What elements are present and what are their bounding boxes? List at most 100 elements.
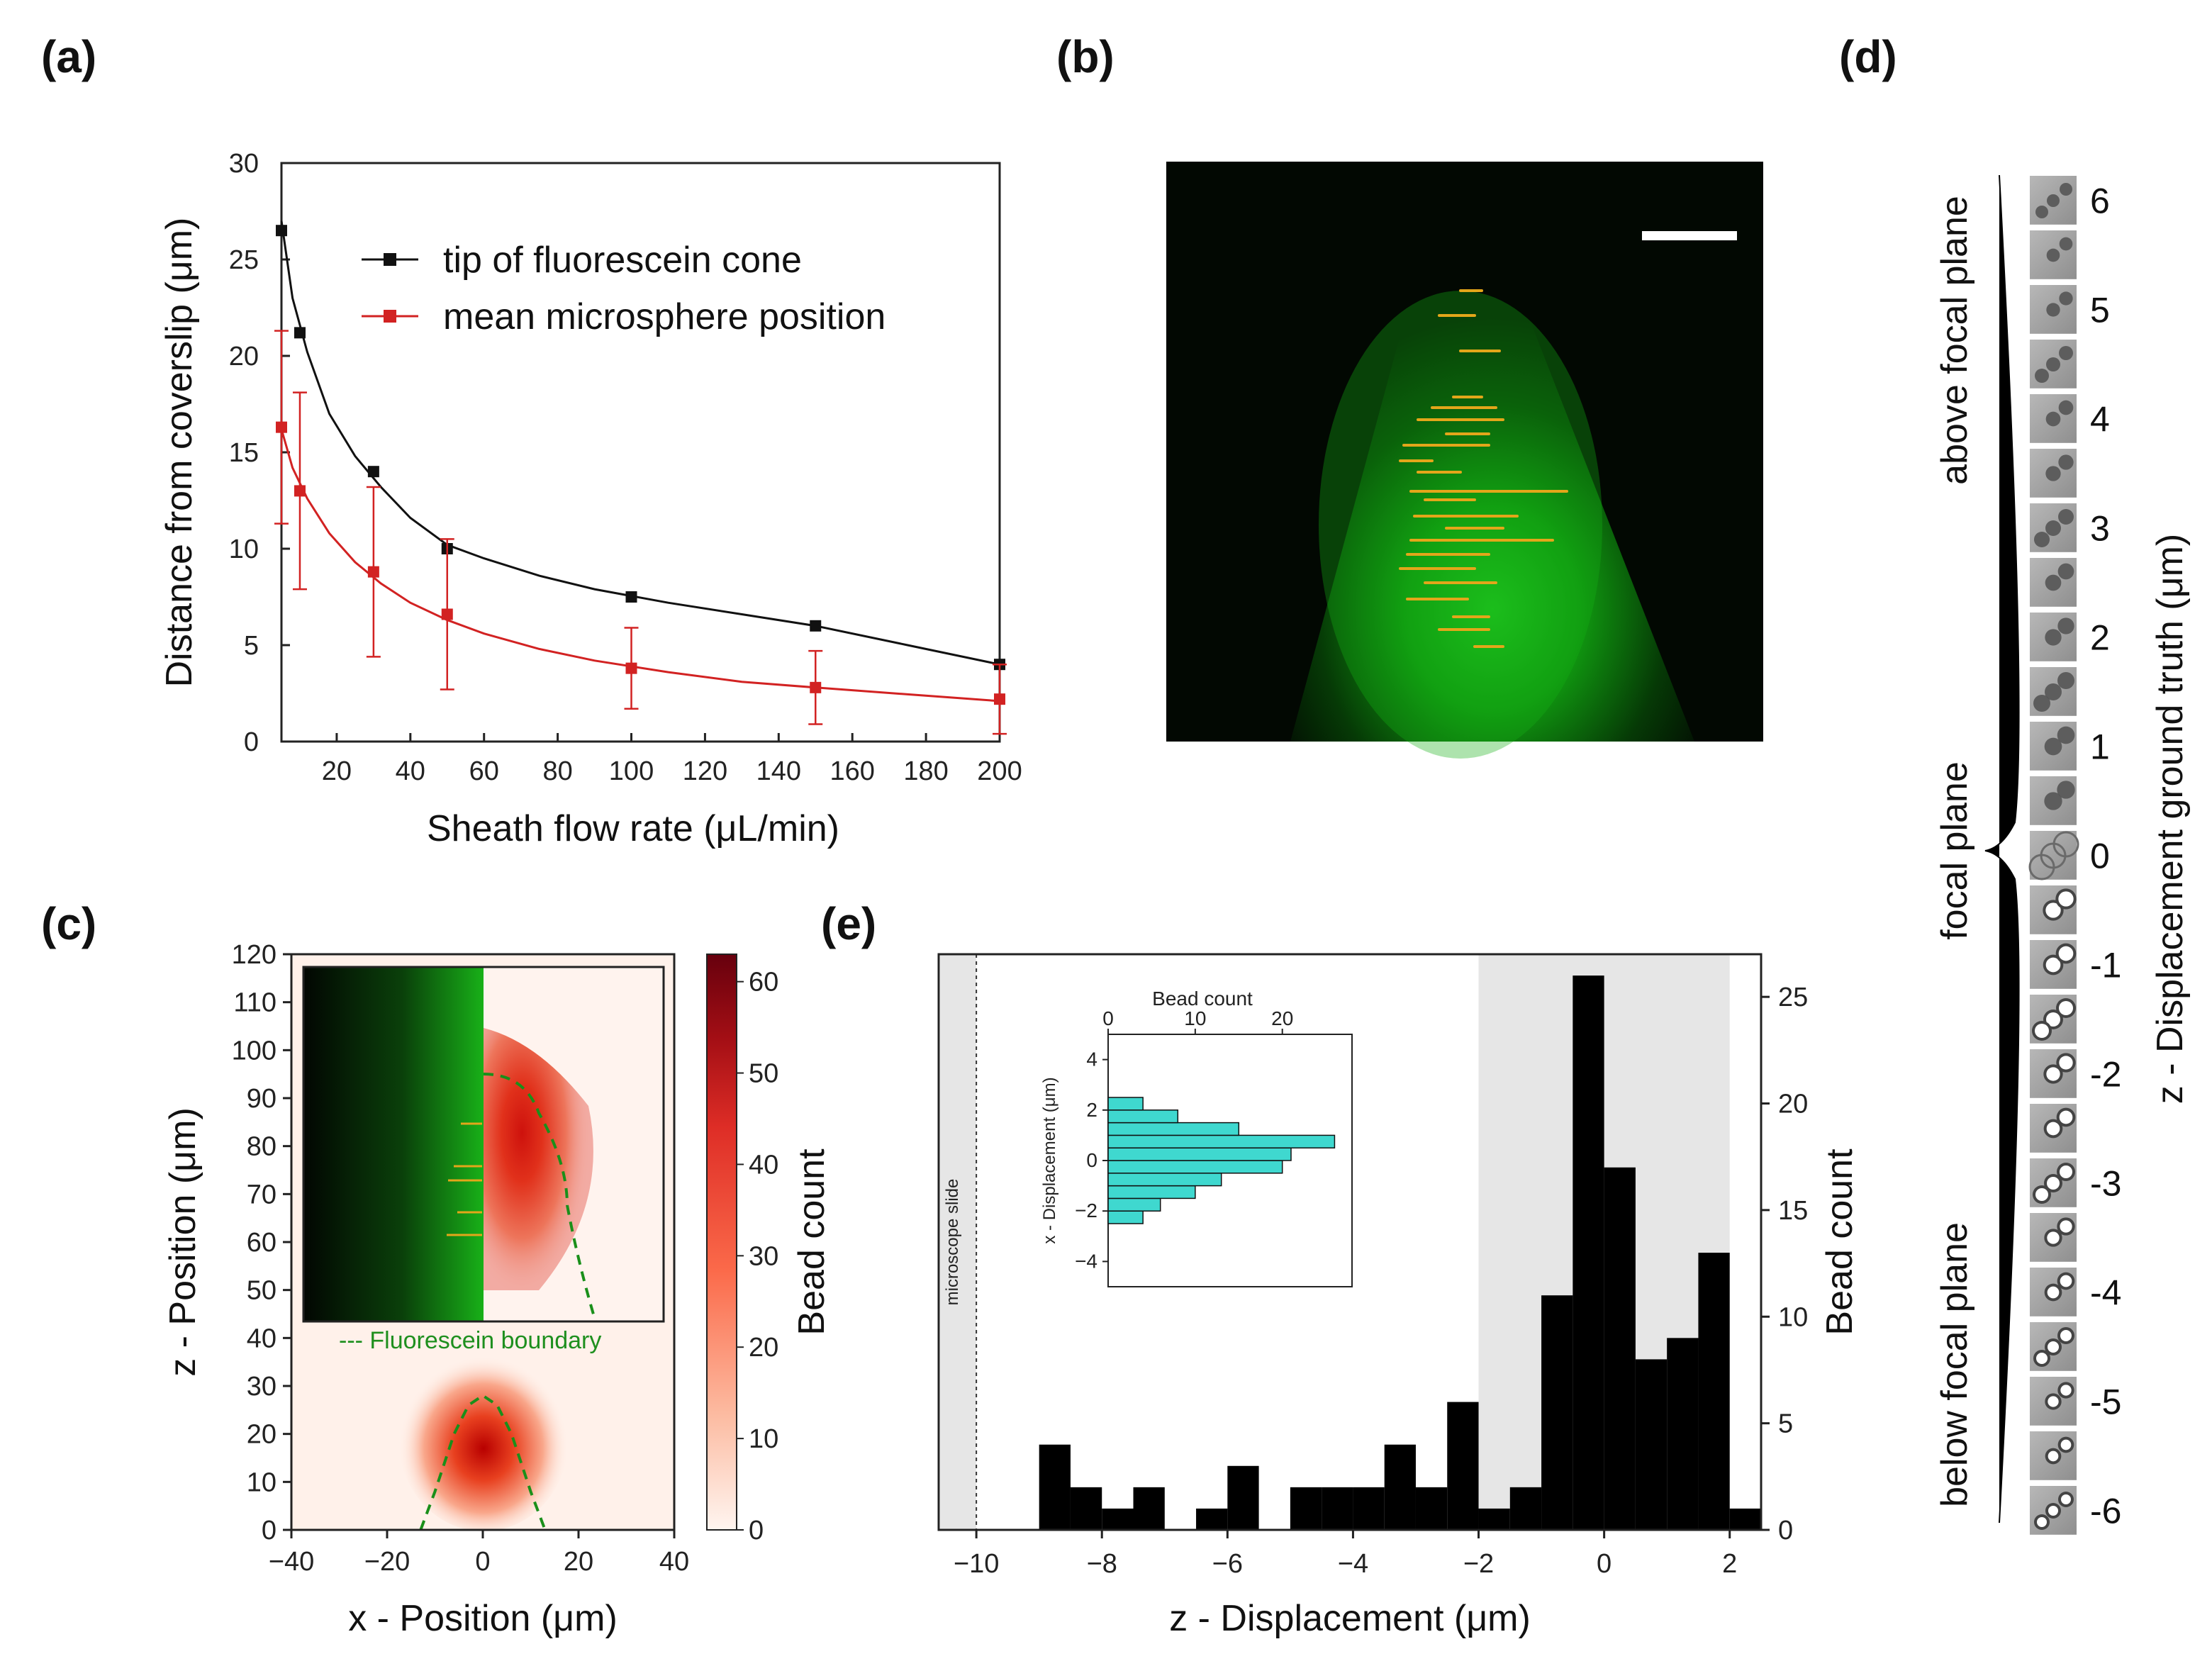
histogram-bar [1290,1487,1322,1530]
y-tick-label: 110 [233,988,276,1018]
colorbar-label: Bead count [791,1148,832,1336]
data-point [810,620,822,632]
data-point [625,662,637,674]
histogram-bar [1698,1253,1730,1530]
x-tick-label: 0 [475,1547,490,1577]
bead-tile [2028,1102,2078,1154]
fluorescein-cone [1290,269,1694,742]
inset-bead-streaks [447,1122,482,1236]
legend-marker-tip [384,253,396,266]
bead-spot [2046,357,2060,371]
bead-core [2037,1517,2047,1527]
bead-tile [2028,447,2078,499]
bead-spot [2059,291,2073,306]
histogram-bar [1667,1338,1699,1530]
y-tick-label: 20 [229,342,259,371]
bead-tile [2028,557,2078,608]
bead-core [2036,1353,2048,1364]
y-tick-label: 15 [1778,1196,1808,1226]
x-tick-label: −40 [269,1547,314,1577]
histogram-bar [1322,1487,1353,1530]
histogram-bars [1039,975,1761,1530]
bead-core [2035,1024,2049,1038]
displacement-tick-label: 2 [2090,617,2110,657]
bead-core [2048,1396,2059,1407]
inset-bar [1107,1147,1292,1161]
bead-core [2060,1439,2072,1450]
x-tick-label: 180 [903,756,948,786]
heatmap-inset [302,966,665,1323]
y-tick-label: 10 [247,1467,276,1497]
inset-bar [1107,1160,1283,1174]
bead-spot [2059,346,2073,360]
bead-spot [2057,617,2074,634]
histogram-bar [1509,1487,1542,1530]
bead-core [2046,1067,2060,1081]
colorbar-tick-label: 0 [749,1516,764,1545]
x-tick-label: −8 [1087,1549,1117,1579]
x-tick-label: −6 [1212,1549,1243,1579]
bead-spot [2045,411,2061,427]
histogram-bar [1196,1508,1228,1530]
y-tick-label: 50 [247,1276,276,1306]
y-tick-label: 70 [247,1180,276,1209]
x-tick-label: 20 [564,1547,593,1577]
legend-label-tip: tip of fluorescein cone [443,240,802,281]
inset-y-tick-label: 4 [1086,1049,1097,1070]
inset-y-tick-label: 2 [1086,1099,1097,1121]
bead-tile [2028,884,2078,936]
bead-tile [2028,1048,2078,1100]
inset-x-tick-label: 0 [1102,1007,1114,1029]
label-above-focal-plane: above focal plane [1934,196,1975,485]
fit-curve-series-1 [280,428,1000,703]
bead-spot [2046,303,2060,317]
bead-ring [2052,831,2079,858]
histogram-bar [1635,1359,1668,1530]
bead-tile [2028,775,2078,827]
data-point [276,421,287,433]
bead-spot [2045,683,2062,700]
bead-core [2046,1012,2060,1027]
inset-frame [302,966,665,1323]
bead-tile [2028,393,2078,445]
bead-core [2060,1330,2072,1341]
bead-spot [2060,183,2072,196]
histogram-bar [1102,1508,1134,1530]
panel-e-xlabel: z - Displacement (μm) [1169,1598,1531,1639]
bead-spot [2057,726,2075,744]
colorbar-tick-label: 50 [749,1059,778,1089]
bead-tile [2028,1375,2078,1427]
bead-tile [2028,720,2078,772]
panel-c-xlabel: x - Position (μm) [348,1598,618,1639]
fit-curve-series-0 [280,220,1000,666]
bead-tile [2028,1266,2078,1318]
y-tick-label: 5 [244,631,259,661]
displacement-tick-label: 0 [2090,836,2110,876]
data-point [276,225,287,237]
y-tick-label: 5 [1778,1409,1793,1439]
panel-d-ylabel: z - Displacement ground truth (μm) [2150,534,2191,1104]
bead-spot [2057,781,2075,799]
x-tick-label: 80 [542,756,572,786]
bead-tile [2028,666,2078,717]
data-point [625,591,637,603]
displacement-tick-label: -6 [2090,1491,2121,1531]
focal-plane-wedge [1984,174,2020,1524]
bead-tile [2028,1157,2078,1209]
data-point [294,327,306,339]
bead-tile [2028,993,2078,1045]
bead-tile [2028,1212,2078,1263]
fluorescein-boundary-curve [419,1394,547,1531]
bead-core [2059,1056,2073,1070]
y-tick-label: 80 [247,1132,276,1162]
data-point [367,466,379,478]
bead-core [2048,1506,2058,1516]
bead-tile [2028,284,2078,335]
histogram-bar [1133,1487,1165,1530]
displacement-tick-label: -5 [2090,1382,2121,1421]
inset-bar [1107,1122,1240,1136]
displacement-tick-label: 5 [2090,290,2110,330]
x-tick-label: 60 [469,756,499,786]
bead-core [2045,957,2061,973]
